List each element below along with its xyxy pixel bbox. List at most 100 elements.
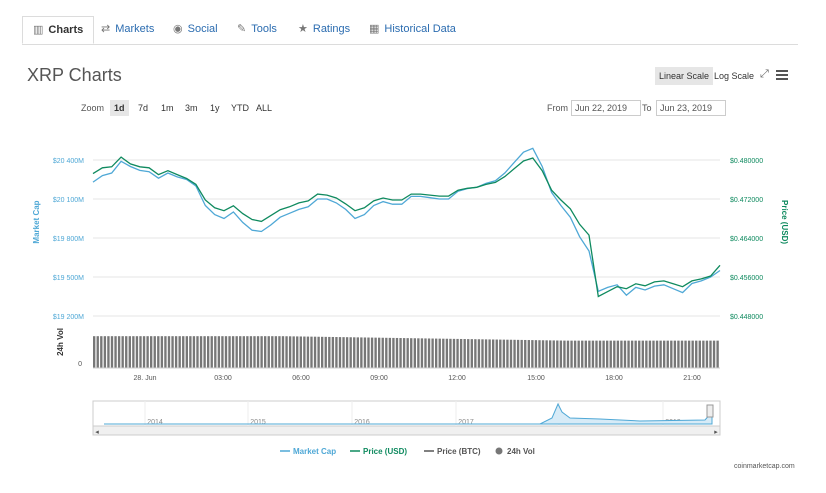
volume-bar	[93, 336, 96, 368]
volume-bar	[538, 340, 541, 368]
fullscreen-icon[interactable]: ⤢	[760, 68, 769, 80]
navigator-handle[interactable]	[706, 404, 714, 418]
volume-bar	[356, 337, 359, 368]
volume-bar	[663, 340, 666, 368]
legend: Market Cap Price (USD) Price (BTC) 24h Vol	[280, 447, 535, 456]
volume-bar	[463, 339, 466, 368]
volume-bar	[342, 337, 345, 368]
volume-bar	[381, 337, 384, 368]
menu-icon[interactable]	[776, 70, 788, 82]
zoom-1m-button[interactable]: 1m	[161, 103, 174, 113]
volume-bar	[602, 340, 605, 368]
market-cap-axis-title: Market Cap	[32, 200, 41, 243]
tab-ratings[interactable]: ★ Ratings	[298, 16, 350, 43]
market-cap-tick-label: $20 400M	[53, 158, 84, 165]
scroll-right-icon[interactable]: ▸	[714, 429, 718, 436]
volume-bar	[399, 338, 402, 368]
volume-bar	[549, 340, 552, 368]
volume-bar	[534, 340, 538, 368]
price-usd-axis-title: Price (USD)	[780, 200, 789, 244]
volume-bar	[353, 337, 356, 368]
volume-bar	[413, 338, 416, 368]
volume-bar	[189, 336, 192, 368]
volume-bar	[506, 339, 509, 368]
zoom-1d-button[interactable]: 1d	[110, 100, 129, 116]
price-usd-tick-label: $0.464000	[730, 236, 763, 243]
tab-markets[interactable]: ⇄ Markets	[101, 16, 154, 43]
legend-item[interactable]: Price (USD)	[363, 447, 407, 456]
volume-bar	[150, 336, 153, 368]
volume-bar	[182, 336, 185, 368]
x-axis: 28. Jun 03:00 06:00 09:00 12:00 15:00 18:00 21:…	[134, 375, 701, 382]
volume-bar	[267, 336, 270, 368]
volume-bar	[449, 338, 452, 368]
volume-bar	[484, 339, 488, 368]
volume-bar	[338, 337, 342, 368]
legend-item[interactable]: Market Cap	[293, 447, 336, 456]
tab-social[interactable]: ◉ Social	[173, 16, 218, 43]
volume-bar	[673, 340, 677, 368]
volume-bar	[424, 338, 427, 368]
page-title: XRP Charts	[27, 65, 122, 85]
volume-bar	[299, 336, 302, 368]
tab-charts[interactable]: ▥ Charts	[22, 16, 95, 44]
x-tick-label: 21:00	[683, 375, 701, 382]
volume-bar	[634, 340, 637, 368]
volume-bar	[96, 336, 99, 368]
price-usd-tick-label: $0.448000	[730, 314, 763, 321]
navigator[interactable]: 201420152016201720182019◂▸	[92, 400, 721, 436]
volume-bar	[427, 338, 431, 368]
zoom-1y-button[interactable]: 1y	[210, 103, 220, 113]
volume-bar	[164, 336, 167, 368]
volume-bar	[417, 338, 420, 368]
volume-bar	[670, 340, 673, 368]
volume-bar	[128, 336, 131, 368]
legend-item[interactable]: Price (BTC)	[437, 447, 481, 456]
star-icon: ★	[298, 23, 308, 35]
volume-bar	[139, 336, 142, 368]
volume-bar	[317, 336, 320, 368]
volume-bar	[324, 336, 327, 368]
volume-bar	[698, 340, 701, 368]
log-scale-button[interactable]: Log Scale	[714, 71, 755, 81]
volume-bar	[192, 336, 196, 368]
volume-bar	[655, 340, 659, 368]
volume-bar	[253, 336, 256, 368]
from-date-input[interactable]	[571, 100, 641, 116]
volume-bar	[203, 336, 206, 368]
volume-bar	[616, 340, 620, 368]
volume-bar	[456, 338, 459, 368]
linear-scale-button[interactable]: Linear Scale	[655, 67, 714, 85]
to-date-input[interactable]	[656, 100, 726, 116]
volume-bar	[196, 336, 199, 368]
volume-bar	[516, 339, 520, 368]
volume-bar	[239, 336, 242, 368]
volume-bar	[627, 340, 630, 368]
zoom-3m-button[interactable]: 3m	[185, 103, 198, 113]
volume-bar	[509, 339, 513, 368]
volume-bar	[477, 339, 481, 368]
volume-bar	[210, 336, 213, 368]
zoom-ytd-button[interactable]: YTD	[231, 103, 249, 113]
volume-bar	[249, 336, 253, 368]
price-usd-axis: $0.480000 $0.472000 $0.464000 $0.456000 $0.4…	[730, 158, 763, 321]
volume-bar	[591, 340, 595, 368]
volume-bar	[146, 336, 149, 368]
volume-bar	[712, 340, 716, 368]
zoom-7d-button[interactable]: 7d	[138, 103, 149, 113]
zoom-all-button[interactable]: ALL	[256, 103, 273, 113]
volume-bar	[495, 339, 498, 368]
volume-bar	[370, 337, 374, 368]
volume-bar	[107, 336, 110, 368]
legend-item[interactable]: 24h Vol	[507, 447, 535, 456]
tab-historical-data[interactable]: ▦ Historical Data	[369, 16, 456, 43]
volume-bar	[705, 340, 709, 368]
volume-bar	[296, 336, 299, 368]
volume-bar	[438, 338, 441, 368]
volume-bar	[167, 336, 171, 368]
volume-bar	[224, 336, 228, 368]
volume-bar	[160, 336, 164, 368]
volume-bar	[531, 340, 534, 368]
scroll-left-icon[interactable]: ◂	[95, 429, 99, 436]
tab-tools[interactable]: ✎ Tools	[237, 16, 277, 43]
